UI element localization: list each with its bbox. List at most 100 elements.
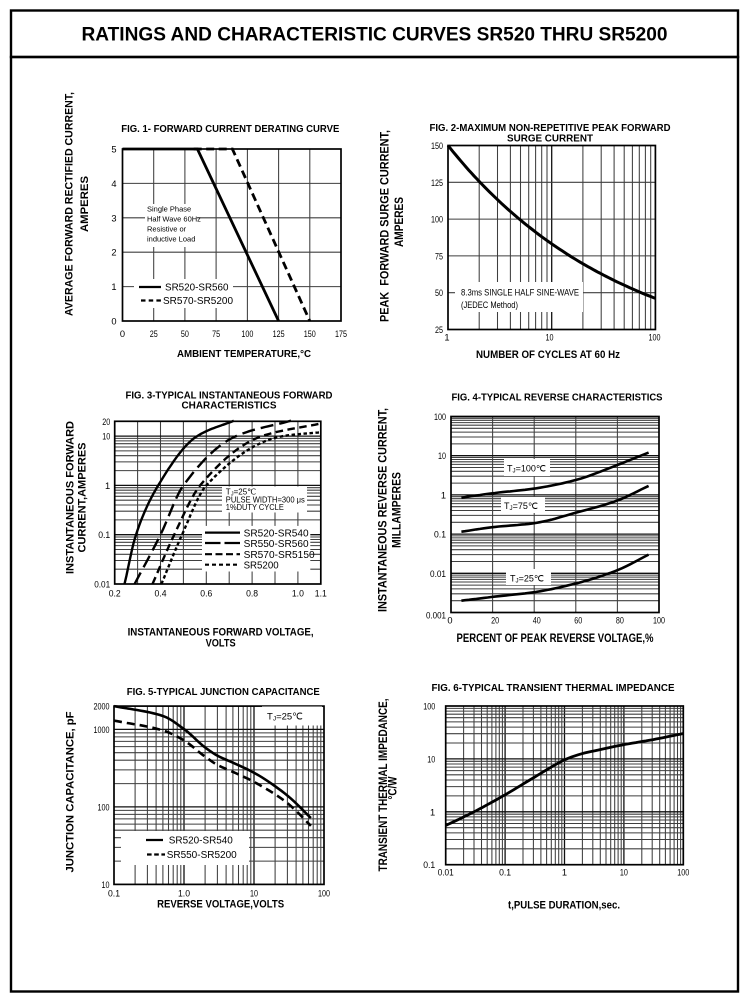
svg-text:AMBIENT TEMPERATURE,°C: AMBIENT TEMPERATURE,°C <box>177 348 311 360</box>
svg-text:SR570-SR5150: SR570-SR5150 <box>244 549 315 561</box>
svg-text:1: 1 <box>562 868 567 878</box>
svg-text:60: 60 <box>574 616 582 626</box>
svg-text:20: 20 <box>491 616 499 626</box>
svg-text:150: 150 <box>304 329 316 339</box>
svg-text:10: 10 <box>620 868 628 878</box>
svg-text:4: 4 <box>111 179 116 189</box>
svg-text:80: 80 <box>616 616 624 626</box>
svg-text:10: 10 <box>546 333 554 343</box>
svg-text:8.3ms SINGLE HALF SINE-WAVE: 8.3ms SINGLE HALF SINE-WAVE <box>461 288 579 298</box>
svg-text:75: 75 <box>212 329 220 339</box>
svg-text:50: 50 <box>435 288 443 298</box>
svg-text:1: 1 <box>111 282 116 292</box>
svg-text:TJ=100℃: TJ=100℃ <box>507 464 546 475</box>
svg-text:20: 20 <box>102 417 110 427</box>
svg-text:1: 1 <box>441 490 446 500</box>
svg-text:Resistive or: Resistive or <box>147 225 187 234</box>
svg-text:0.01: 0.01 <box>94 580 110 590</box>
svg-text:SR5200: SR5200 <box>244 560 279 572</box>
svg-text:3: 3 <box>111 213 116 223</box>
svg-text:10: 10 <box>427 754 435 764</box>
svg-text:1000: 1000 <box>94 725 110 735</box>
svg-text:SR520-SR560: SR520-SR560 <box>165 282 229 294</box>
svg-text:100: 100 <box>241 329 253 339</box>
svg-text:RATINGS AND CHARACTERISTIC CUR: RATINGS AND CHARACTERISTIC CURVES SR520 … <box>82 24 668 46</box>
svg-text:100: 100 <box>318 889 330 899</box>
svg-text:FIG. 3-TYPICAL INSTANTANEOUS F: FIG. 3-TYPICAL INSTANTANEOUS FORWARD <box>126 390 333 402</box>
svg-text:0.01: 0.01 <box>438 868 454 878</box>
svg-text:0.8: 0.8 <box>246 589 258 599</box>
svg-text:INSTANTANEOUS REVERSE CURRENT,: INSTANTANEOUS REVERSE CURRENT, <box>377 408 389 612</box>
svg-text:TJ=25℃: TJ=25℃ <box>267 712 303 723</box>
svg-text:(JEDEC Method): (JEDEC Method) <box>461 300 518 310</box>
svg-text:125: 125 <box>431 178 443 188</box>
svg-text:2000: 2000 <box>94 702 110 712</box>
svg-text:10: 10 <box>102 432 110 442</box>
svg-text:5: 5 <box>111 145 116 155</box>
svg-text:REVERSE VOLTAGE,VOLTS: REVERSE VOLTAGE,VOLTS <box>157 899 284 911</box>
svg-text:0: 0 <box>111 317 116 327</box>
svg-text:1: 1 <box>444 333 449 343</box>
svg-text:0.4: 0.4 <box>155 589 167 599</box>
svg-text:SR520-SR540: SR520-SR540 <box>244 528 309 540</box>
svg-text:°C/W: °C/W <box>388 776 400 799</box>
svg-text:FIG. 4-TYPICAL REVERSE CHARACT: FIG. 4-TYPICAL REVERSE CHARACTERISTICS <box>452 392 663 404</box>
svg-text:AVERAGE FORWARD RECTIFIED CURR: AVERAGE FORWARD RECTIFIED CURRENT, <box>64 92 76 316</box>
svg-text:PERCENT OF PEAK REVERSE VOLTAG: PERCENT OF PEAK REVERSE VOLTAGE,% <box>457 633 654 645</box>
svg-text:PULSE WIDTH=300 μs: PULSE WIDTH=300 μs <box>226 496 305 505</box>
svg-text:25: 25 <box>150 329 158 339</box>
svg-text:0: 0 <box>447 616 452 626</box>
svg-text:SR570-SR5200: SR570-SR5200 <box>163 295 233 307</box>
svg-text:TJ=25℃: TJ=25℃ <box>226 487 256 497</box>
svg-text:1: 1 <box>430 807 435 817</box>
svg-text:100: 100 <box>431 215 443 225</box>
svg-text:VOLTS: VOLTS <box>206 638 236 650</box>
svg-text:1: 1 <box>105 481 110 491</box>
svg-text:0.1: 0.1 <box>423 860 435 870</box>
svg-text:Single Phase: Single Phase <box>147 205 191 214</box>
svg-text:10: 10 <box>250 889 258 899</box>
svg-text:100: 100 <box>423 702 435 712</box>
svg-text:SR550-SR5200: SR550-SR5200 <box>167 850 237 861</box>
svg-text:AMPERES: AMPERES <box>79 176 91 232</box>
svg-text:CHARACTERISTICS: CHARACTERISTICS <box>182 400 277 412</box>
svg-text:75: 75 <box>435 251 443 261</box>
svg-text:100: 100 <box>653 616 665 626</box>
svg-text:JUNCTION CAPACITANCE, pF: JUNCTION CAPACITANCE, pF <box>65 711 77 872</box>
svg-text:1.1: 1.1 <box>315 589 327 599</box>
svg-text:MILLAMPERES: MILLAMPERES <box>391 472 403 548</box>
svg-text:0.2: 0.2 <box>109 589 121 599</box>
svg-text:t,PULSE DURATION,sec.: t,PULSE DURATION,sec. <box>508 900 620 912</box>
svg-text:175: 175 <box>335 329 347 339</box>
svg-text:100: 100 <box>434 412 446 422</box>
svg-text:SURGE CURRENT: SURGE CURRENT <box>507 133 594 145</box>
svg-text:TRANSIENT THERMAL IMPEDANCE,: TRANSIENT THERMAL IMPEDANCE, <box>378 699 390 872</box>
svg-text:INSTANTANEOUS FORWARD: INSTANTANEOUS FORWARD <box>64 421 76 574</box>
svg-text:1.0: 1.0 <box>292 589 304 599</box>
svg-text:0.1: 0.1 <box>499 868 511 878</box>
svg-text:FIG. 1- FORWARD CURRENT DERATI: FIG. 1- FORWARD CURRENT DERATING CURVE <box>121 123 339 135</box>
svg-text:Half Wave 60Hz: Half Wave 60Hz <box>147 215 201 224</box>
svg-text:25: 25 <box>435 325 443 335</box>
svg-text:0.001: 0.001 <box>426 611 446 621</box>
svg-text:50: 50 <box>181 329 189 339</box>
svg-text:0.1: 0.1 <box>108 889 120 899</box>
svg-text:0.6: 0.6 <box>200 589 212 599</box>
svg-text:SR520-SR540: SR520-SR540 <box>169 836 233 847</box>
svg-text:150: 150 <box>431 141 443 151</box>
svg-text:1.0: 1.0 <box>178 889 190 899</box>
svg-text:10: 10 <box>438 451 446 461</box>
svg-text:0.01: 0.01 <box>430 569 446 579</box>
svg-text:INSTANTANEOUS FORWARD VOLTAGE,: INSTANTANEOUS FORWARD VOLTAGE, <box>128 627 314 639</box>
svg-text:40: 40 <box>533 616 541 626</box>
svg-text:TJ=25℃: TJ=25℃ <box>510 574 544 585</box>
svg-text:10: 10 <box>102 880 110 890</box>
svg-text:PEAK FORWARD SURGE CURRENT,: PEAK FORWARD SURGE CURRENT, <box>380 130 392 322</box>
svg-text:FIG. 2-MAXIMUM NON-REPETITIVE: FIG. 2-MAXIMUM NON-REPETITIVE PEAK FORWA… <box>430 122 671 134</box>
svg-text:100: 100 <box>649 333 661 343</box>
svg-text:100: 100 <box>98 802 110 812</box>
svg-text:2: 2 <box>111 248 116 258</box>
svg-text:FIG. 5-TYPICAL JUNCTION CAPACI: FIG. 5-TYPICAL JUNCTION CAPACITANCE <box>127 686 320 698</box>
svg-text:FIG. 6-TYPICAL TRANSIENT THERM: FIG. 6-TYPICAL TRANSIENT THERMAL IMPEDAN… <box>432 682 675 694</box>
svg-text:1%DUTY CYCLE: 1%DUTY CYCLE <box>226 503 284 512</box>
